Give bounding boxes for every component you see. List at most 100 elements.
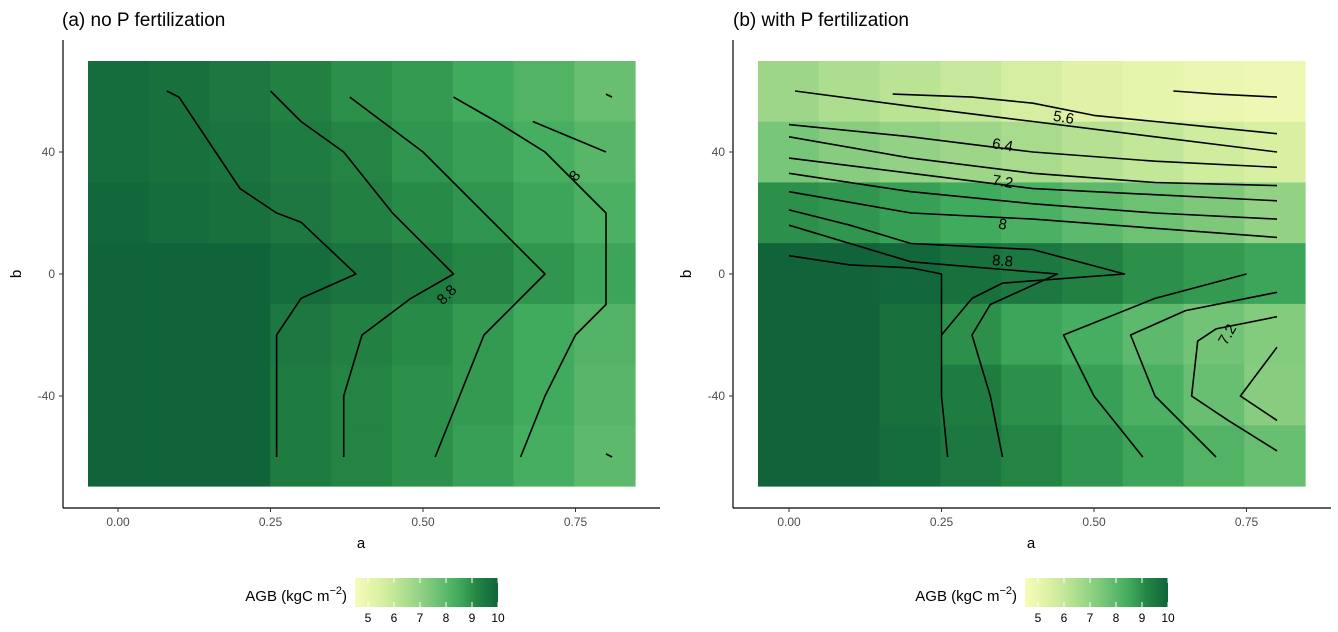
contour-line	[349, 96, 546, 458]
heatmap-cell	[1122, 243, 1185, 305]
contour-line	[1129, 291, 1278, 458]
heatmap-cell	[270, 61, 332, 123]
heatmap-cell	[574, 61, 636, 123]
legend-tick-label: 8	[1113, 611, 1120, 625]
contour-label: 6.4	[991, 135, 1014, 155]
heatmap-cell	[270, 303, 332, 366]
heatmap-cell	[270, 425, 332, 487]
heatmap-cell	[209, 182, 271, 244]
x-axis-title-b: a	[1027, 535, 1036, 552]
heatmap-cell	[940, 303, 1002, 366]
heatmap-cell	[1061, 61, 1124, 123]
x-tick-label: 0.25	[930, 515, 954, 529]
heatmap-cell	[331, 121, 393, 184]
legend-tick-label: 10	[491, 611, 505, 625]
legend-tick-label: 8	[443, 611, 450, 625]
heatmap-cell	[452, 121, 515, 184]
heatmap-cell	[452, 364, 515, 426]
x-tick-label: 0.50	[1082, 515, 1106, 529]
heatmap-cell	[1183, 243, 1245, 305]
legend-tick-label: 7	[417, 611, 424, 625]
heatmap-cell	[574, 425, 636, 487]
contour-line	[1190, 315, 1278, 452]
legend-tick-label: 9	[1139, 611, 1146, 625]
contour-label: 8.8	[991, 252, 1013, 271]
contour-lines-b	[788, 90, 1278, 458]
heatmap-cell	[1061, 364, 1124, 426]
contour-line	[453, 96, 607, 458]
heatmap-cell	[88, 425, 150, 487]
heatmap-cell	[209, 61, 271, 123]
colorbar	[355, 578, 498, 607]
heatmap-cell	[574, 243, 636, 305]
x-tick-label: 0.00	[777, 515, 801, 529]
x-tick-label: 0.75	[564, 515, 588, 529]
colorbar-legend-b: AGB (kgC m−2) 5 6 7 8 9 10	[915, 578, 1175, 625]
contour-line	[1062, 273, 1247, 458]
heatmap-cell	[1244, 364, 1306, 426]
heatmap-cell	[1244, 243, 1306, 305]
heatmap-cell	[148, 182, 211, 244]
heatmap-cell	[513, 61, 575, 123]
panel-a-title: (a) no P fertilization	[62, 10, 225, 31]
heatmap-cell	[1244, 182, 1306, 244]
contour-line	[605, 453, 613, 458]
heatmap-cell	[1001, 364, 1063, 426]
heatmap-cell	[1183, 61, 1245, 123]
contour-line	[892, 93, 1278, 135]
contour-line	[788, 157, 1278, 202]
heatmap-cell	[1001, 425, 1063, 487]
contour-line	[1173, 90, 1278, 98]
heatmap-cell	[758, 364, 820, 426]
contour-line	[166, 90, 357, 457]
panel-no-p-fertilization: (a) no P fertilization 8.88 0.00 0.25 0.50…	[8, 10, 660, 625]
heatmap-cell	[88, 243, 150, 305]
heatmap-cells-b	[758, 61, 1306, 487]
heatmap-cell	[1183, 364, 1245, 426]
heatmap-cell	[818, 243, 881, 305]
contour-label: 7.2	[991, 172, 1014, 192]
legend-title: AGB (kgC m−2)	[915, 585, 1017, 605]
contour-line	[269, 90, 455, 457]
y-axis-title-b: b	[678, 270, 695, 278]
heatmap-cell	[758, 121, 820, 184]
heatmap-cell	[1244, 61, 1306, 123]
heatmap-cell	[331, 364, 393, 426]
heatmap-cell	[88, 364, 150, 426]
heatmap-cell	[879, 61, 941, 123]
heatmap-cell	[391, 364, 454, 426]
heatmap-cell	[331, 61, 393, 123]
heatmap-cell	[1001, 61, 1063, 123]
heatmap-cell	[574, 364, 636, 426]
y-tick-label: 0	[48, 267, 55, 281]
heatmap-cell	[148, 425, 211, 487]
heatmap-cell	[148, 61, 211, 123]
heatmap-cell	[452, 425, 515, 487]
heatmap-cell	[88, 303, 150, 366]
contour-line	[788, 123, 1278, 169]
panel-with-p-fertilization: (b) with P fertilization 5.66.47.288.87.…	[678, 10, 1331, 625]
heatmap-cell	[758, 425, 820, 487]
axis-ticks-b: 0.00 0.25 0.50 0.75 40 0 -40	[708, 145, 1259, 529]
heatmap-cell	[818, 182, 881, 244]
heatmap-cell	[940, 364, 1002, 426]
heatmap-cell	[270, 182, 332, 244]
heatmap-cell	[940, 61, 1002, 123]
heatmap-cell	[818, 425, 881, 487]
heatmap-cell	[758, 243, 820, 305]
heatmap-cell	[879, 303, 941, 366]
heatmap-cell	[1244, 303, 1306, 366]
heatmap-cell	[1122, 425, 1185, 487]
heatmap-cell	[88, 182, 150, 244]
contour-line	[788, 190, 1278, 239]
heatmap-cell	[1061, 243, 1124, 305]
x-tick-label: 0.25	[259, 515, 283, 529]
y-axis-title-a: b	[8, 270, 25, 278]
heatmap-cell	[391, 182, 454, 244]
contour-label: 8	[997, 216, 1008, 234]
heatmap-cells-a	[88, 61, 636, 487]
heatmap-cell	[88, 61, 150, 123]
heatmap-cell	[940, 243, 1002, 305]
heatmap-cell	[452, 61, 515, 123]
